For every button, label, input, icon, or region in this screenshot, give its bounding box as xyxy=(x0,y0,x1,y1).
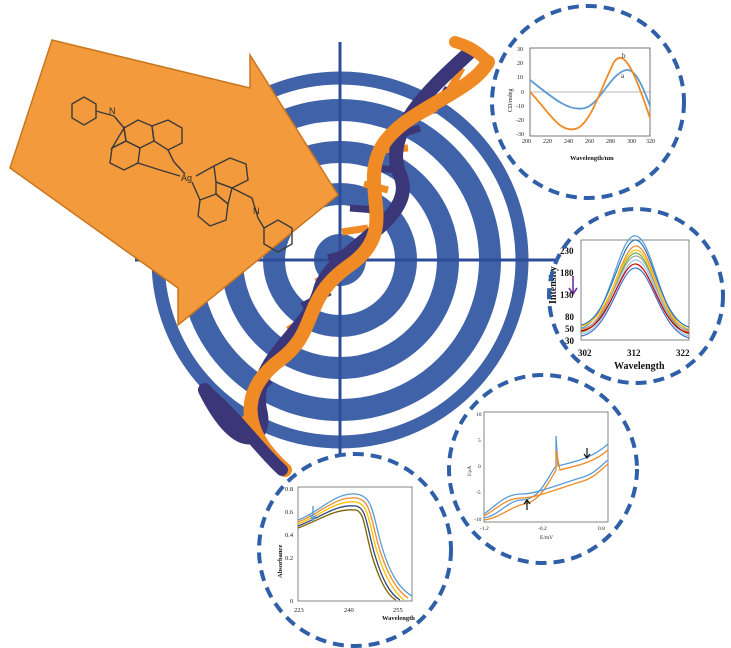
pyridine-ring-c xyxy=(151,119,183,151)
cd-curve-a xyxy=(529,69,651,110)
dna-strand-orange xyxy=(243,55,495,477)
fl-xlabel: Wavelength xyxy=(614,361,665,372)
dna-strand-navy-lower xyxy=(199,384,288,476)
fluorescence-inset: 230 180 130 80 50 30 302 312 322 Intensi… xyxy=(547,207,725,385)
arrow xyxy=(9,39,339,327)
cv-curve-3 xyxy=(483,459,609,515)
ab-ytick-4: 0 xyxy=(290,598,293,605)
cd-xtick-2: 240 xyxy=(564,139,573,145)
fluorescence-arrow-icon xyxy=(568,276,578,296)
cd-ytick-3: 0 xyxy=(521,90,524,96)
metal-label: Ag xyxy=(181,173,192,183)
fluorescence-inset-border xyxy=(547,207,725,385)
cd-xtick-6: 320 xyxy=(646,139,655,145)
phenyl-ring-top xyxy=(71,96,97,126)
cd-xtick-5: 300 xyxy=(627,139,636,145)
cd-xtick-3: 260 xyxy=(585,139,594,145)
absorbance-inset-background xyxy=(259,454,451,646)
cd-ytick-2: 10 xyxy=(517,75,523,81)
ab-ylabel: Absorbance xyxy=(277,545,284,578)
ab-xlabel: Wavelength xyxy=(382,615,415,622)
cd-xtick-4: 280 xyxy=(606,139,615,145)
cd-xlabel: Wavelength/nm xyxy=(570,155,614,162)
cd-ytick-4: -10 xyxy=(516,104,524,110)
cv-curve-1 xyxy=(483,435,609,519)
fl-xtick-0: 302 xyxy=(578,348,592,358)
cd-inset-border xyxy=(490,4,686,200)
cd-ytick-6: -30 xyxy=(516,132,524,138)
fl-xtick-1: 312 xyxy=(627,348,641,358)
cv-ytick-2: 0 xyxy=(478,464,481,470)
ab-ytick-2: 0.4 xyxy=(285,532,294,539)
absorbance-inset-border xyxy=(257,452,453,648)
ab-ytick-3: 0.2 xyxy=(285,555,293,562)
imine-label-top: N xyxy=(109,106,116,116)
silver-complex-structure xyxy=(71,96,293,253)
fl-xtick-2: 322 xyxy=(676,348,690,358)
five-ring-bottom xyxy=(215,180,233,206)
cd-xtick-1: 220 xyxy=(543,139,552,145)
arrow-shape xyxy=(9,39,339,327)
complex-atom-labels: Ag N N xyxy=(109,106,260,216)
fl-ytick-5: 30 xyxy=(565,336,575,346)
cv-xtick-2: 0.8 xyxy=(598,526,605,532)
fl-ytick-4: 50 xyxy=(565,324,575,334)
cv-ytick-3: -5 xyxy=(476,490,481,496)
fl-ytick-2: 130 xyxy=(560,290,574,300)
dna-strand-orange-upper xyxy=(449,36,494,68)
voltammetry-inset: 10 5 0 -5 -10 -1.2 -0.2 0.8 I/μA E/mV xyxy=(447,373,639,565)
cv-xtick-1: -0.2 xyxy=(538,526,547,532)
cd-ylabel: CD/mdeg xyxy=(508,89,514,112)
dna-helix xyxy=(198,36,495,477)
cv-xlabel: E/mV xyxy=(540,535,553,541)
fluorescence-inset-background xyxy=(549,209,723,383)
fl-ytick-3: 80 xyxy=(565,312,575,322)
cd-ytick-1: 20 xyxy=(517,61,523,67)
cd-curve-label-a: a xyxy=(621,72,625,80)
ab-xtick-0: 223 xyxy=(294,607,304,614)
phenyl-ring-bottom xyxy=(263,219,293,253)
cv-xtick-0: -1.2 xyxy=(480,526,489,532)
fl-ytick-0: 230 xyxy=(560,246,574,256)
absorbance-arrow-icon xyxy=(309,506,317,522)
cv-arrow-up-icon xyxy=(523,499,531,510)
cd-spectrum-inset: 30 20 10 0 -10 -20 -30 200 220 240 260 2… xyxy=(490,4,686,200)
absorbance-inset: 0.8 0.6 0.4 0.2 0 223 240 255 Absorbance… xyxy=(257,452,453,648)
imine-label-bottom: N xyxy=(253,206,260,216)
fluorescence-curves xyxy=(580,235,690,339)
absorbance-curves xyxy=(297,493,413,601)
cv-inset-border xyxy=(447,373,639,565)
cv-ytick-4: -10 xyxy=(474,517,482,523)
cd-curve-b xyxy=(529,56,651,131)
cv-ytick-1: 5 xyxy=(478,438,481,444)
cv-curve-4 xyxy=(483,463,609,517)
cd-ytick-0: 30 xyxy=(517,47,523,53)
cv-arrow-down-icon xyxy=(583,448,591,459)
ab-ytick-0: 0.8 xyxy=(285,486,293,493)
ab-ytick-1: 0.6 xyxy=(285,509,294,516)
cd-xtick-0: 200 xyxy=(522,139,531,145)
cv-ytick-0: 10 xyxy=(476,412,482,418)
ab-xtick-2: 255 xyxy=(393,607,403,614)
cv-ylabel: I/μA xyxy=(467,466,473,476)
cd-curve-label-b: b xyxy=(622,52,626,60)
fl-ytick-1: 180 xyxy=(560,268,574,278)
ab-xtick-1: 240 xyxy=(344,607,354,614)
cd-inset-background xyxy=(492,6,684,198)
cd-ytick-5: -20 xyxy=(516,118,524,124)
five-ring-top xyxy=(110,125,127,150)
fl-ylabel: Intensity xyxy=(548,266,559,304)
cv-curve-2 xyxy=(483,449,609,521)
